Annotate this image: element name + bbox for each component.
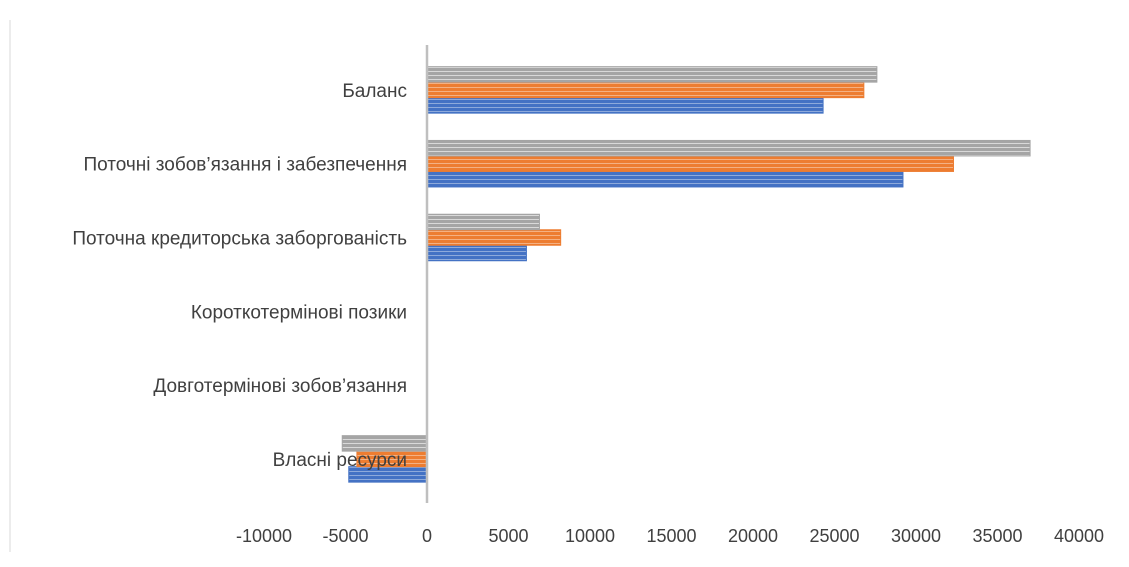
x-tick-label: -5000 (322, 526, 368, 546)
x-tick-label: 25000 (809, 526, 859, 546)
category-label: Короткотермінові позики (191, 302, 407, 323)
bars-layer (341, 66, 1031, 483)
category-label: Довготермінові зобов’язання (153, 376, 407, 397)
bar-series-2 (426, 155, 954, 172)
category-labels: Баланс Поточні зобов’язання і забезпеченн… (72, 81, 407, 471)
bar-series-2 (426, 229, 562, 246)
category-label: Баланс (342, 81, 407, 102)
bar-series-1 (426, 244, 527, 262)
x-axis-tick-labels: -10000 -5000 0 5000 10000 15000 20000 25000 3000… (236, 526, 1104, 546)
x-tick-label: -10000 (236, 526, 292, 546)
x-tick-label: 20000 (728, 526, 778, 546)
x-tick-label: 30000 (891, 526, 941, 546)
category-label: Поточна кредиторська заборгованість (72, 229, 407, 250)
bar-series-3 (426, 139, 1031, 157)
x-tick-label: 5000 (488, 526, 528, 546)
x-tick-label: 40000 (1054, 526, 1104, 546)
bar-series-1 (426, 97, 824, 114)
bar-series-3 (426, 66, 878, 83)
bar-series-2 (426, 81, 865, 99)
x-tick-label: 35000 (972, 526, 1022, 546)
x-tick-label: 10000 (565, 526, 615, 546)
x-tick-label: 0 (422, 526, 432, 546)
bar-series-3 (341, 435, 428, 452)
bar-series-3 (426, 213, 540, 231)
category-label: Поточні зобов’язання і забезпечення (83, 155, 407, 176)
category-label: Власні ресурси (273, 450, 407, 471)
x-tick-label: 15000 (646, 526, 696, 546)
bar-series-1 (426, 170, 904, 188)
